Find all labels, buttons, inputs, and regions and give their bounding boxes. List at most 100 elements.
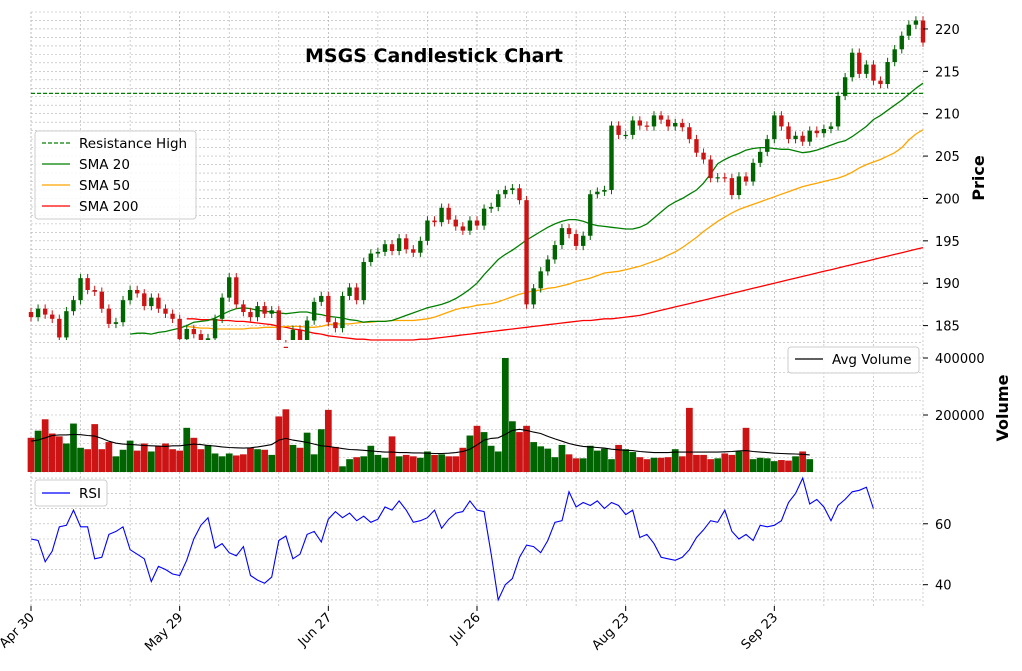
volume-bar — [806, 459, 814, 472]
candle-body — [347, 287, 352, 296]
candle-body — [389, 244, 395, 252]
candle-body — [35, 308, 41, 318]
volume-bar — [494, 451, 502, 472]
volume-bar — [63, 443, 70, 472]
candle-body — [814, 130, 820, 134]
candle-body — [842, 77, 848, 96]
volume-bar — [310, 454, 318, 472]
volume-bar — [650, 457, 658, 472]
volume-bar — [593, 450, 601, 472]
candle-body — [595, 191, 600, 195]
volume-bar — [516, 432, 523, 472]
volume-bar — [225, 453, 233, 472]
volume-bar — [678, 456, 686, 472]
candle-body — [729, 178, 735, 196]
candle-body — [488, 206, 494, 209]
candle-body — [609, 125, 614, 190]
candle-body — [715, 177, 720, 179]
volume-bar — [785, 460, 792, 472]
candle-body — [786, 126, 791, 140]
candle-body — [524, 200, 529, 305]
volume-bar — [558, 444, 566, 472]
volume-bar — [289, 444, 297, 472]
candle-body — [418, 240, 423, 253]
candle-body — [580, 235, 586, 246]
volume-bar — [459, 447, 467, 472]
volume-bar — [155, 446, 162, 472]
rsi-tick-label: 60 — [935, 518, 952, 533]
volume-bar — [622, 449, 630, 472]
volume-bar — [324, 409, 332, 472]
candle-body — [163, 308, 168, 314]
volume-bar — [615, 444, 622, 472]
volume-bar — [799, 451, 807, 472]
volume-bar — [296, 447, 304, 472]
price-legend-box — [34, 130, 197, 220]
candle-body — [743, 176, 749, 182]
volume-bar — [431, 454, 438, 472]
legend-resistance-label: Resistance High — [79, 136, 187, 152]
candle-body — [212, 318, 218, 339]
volume-bar — [629, 452, 637, 472]
candle-body — [57, 318, 62, 338]
candle-body — [552, 245, 558, 260]
volume-bar — [332, 446, 339, 472]
candle-body — [446, 207, 451, 220]
candle-body — [64, 311, 69, 338]
volume-bar — [402, 454, 410, 472]
volume-bar — [303, 432, 311, 472]
candle-body — [71, 300, 76, 312]
volume-bar — [770, 461, 778, 472]
candle-body — [333, 322, 338, 329]
x-tick-label: Jul 26 — [447, 610, 484, 647]
volume-bar — [282, 409, 290, 472]
candle-body — [899, 35, 904, 50]
volume-bar — [466, 435, 474, 472]
volume-bar — [586, 445, 594, 472]
candle-body — [694, 139, 699, 153]
volume-bar — [735, 451, 743, 472]
candle-body — [460, 226, 466, 231]
volume-bar — [544, 448, 552, 472]
volume-bar — [339, 466, 346, 472]
candle-body — [885, 62, 890, 85]
volume-bar — [381, 457, 389, 472]
volume-bar — [77, 447, 84, 472]
volume-bar — [707, 459, 714, 472]
candle-body — [142, 293, 147, 307]
volume-bar — [197, 449, 205, 472]
volume-bar — [438, 454, 445, 472]
candle-body — [205, 338, 211, 340]
volume-bar — [445, 456, 453, 472]
candle-body — [722, 177, 727, 179]
rsi-legend: RSI — [34, 479, 108, 507]
volume-bar — [183, 427, 191, 472]
rsi-panel — [30, 476, 874, 602]
candle-body — [340, 295, 345, 329]
legend-avg-volume-label: Avg Volume — [832, 352, 912, 368]
candle-body — [920, 20, 926, 43]
candle-body — [99, 291, 104, 309]
candle-body — [184, 328, 189, 340]
volume-bar — [664, 457, 672, 472]
rsi-legend-box — [34, 479, 108, 507]
candle-body — [255, 306, 260, 318]
volume-bar — [693, 454, 700, 472]
candle-body — [538, 271, 543, 289]
candle-body — [297, 329, 303, 340]
candle-body — [807, 130, 812, 142]
volume-bar — [792, 456, 799, 472]
volume-bar — [700, 454, 707, 472]
candle-body — [127, 289, 133, 301]
candle-body — [821, 128, 827, 134]
legend-sma20-label: SMA 20 — [79, 157, 130, 173]
volume-tick-label: 200000 — [935, 409, 985, 424]
candle-body — [50, 314, 55, 319]
candle-body — [404, 238, 409, 250]
price-legend: Resistance High SMA 20 SMA 50 SMA 200 — [34, 130, 197, 220]
candle-body — [177, 318, 182, 340]
volume-bar — [247, 447, 254, 472]
volume-bar — [417, 457, 424, 472]
candle-body — [510, 188, 515, 190]
volume-bar — [643, 459, 651, 472]
